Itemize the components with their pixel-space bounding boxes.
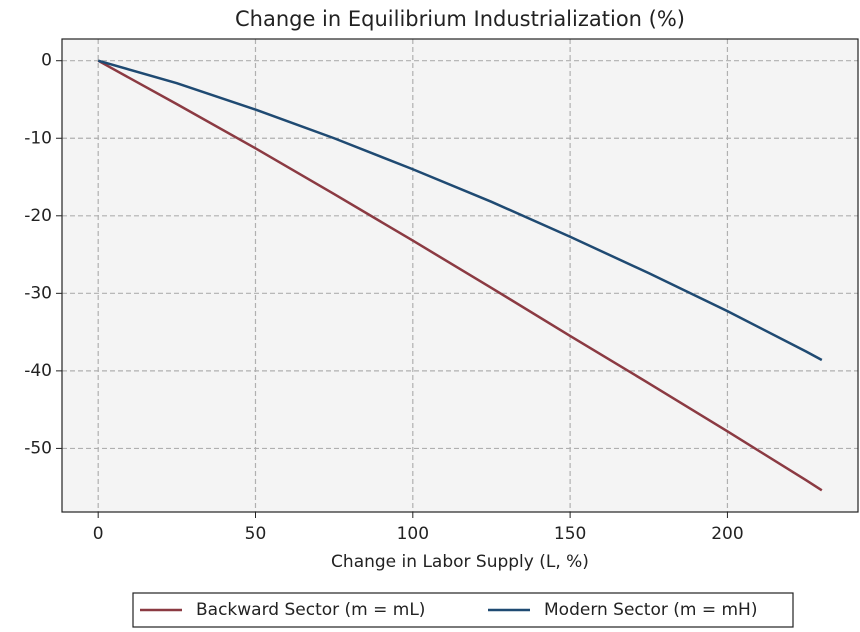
series-line [97,59,823,492]
plot-background [62,39,858,512]
x-tick-label: 200 [711,524,743,544]
x-tick-label: 0 [93,524,104,544]
y-tick-label: -20 [24,206,52,226]
legend-label: Modern Sector (m = mH) [544,600,757,620]
x-tick-label: 100 [397,524,429,544]
chart-title: Change in Equilibrium Industrialization … [235,7,685,31]
plot-frame [61,38,859,513]
y-tick-label: -40 [24,361,52,381]
x-axis-label: Change in Labor Supply (L, %) [331,552,589,572]
x-tick-label: 50 [245,524,267,544]
legend-label: Backward Sector (m = mL) [196,600,425,620]
x-tick-label: 150 [554,524,586,544]
y-tick-label: -10 [24,128,52,148]
legend [132,592,794,628]
y-tick-label: 0 [41,51,52,71]
y-tick-label: -50 [24,438,52,458]
y-tick-label: -30 [24,283,52,303]
series-line [97,59,823,362]
